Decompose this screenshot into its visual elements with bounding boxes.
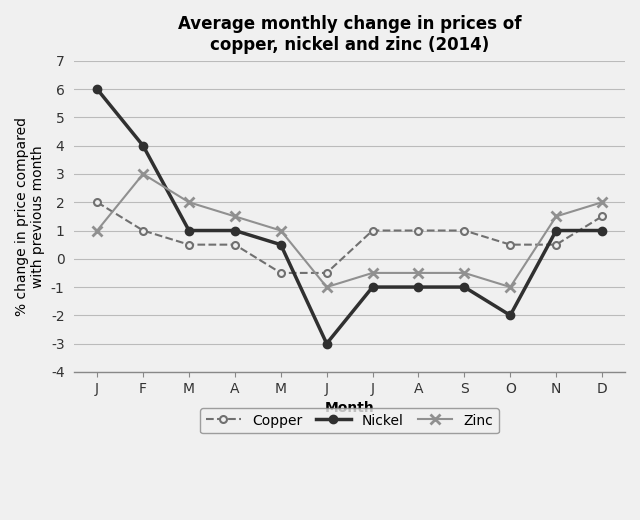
X-axis label: Month: Month <box>324 401 374 415</box>
Legend: Copper, Nickel, Zinc: Copper, Nickel, Zinc <box>200 408 499 433</box>
Title: Average monthly change in prices of
copper, nickel and zinc (2014): Average monthly change in prices of copp… <box>178 15 522 54</box>
Y-axis label: % change in price compared
with previous month: % change in price compared with previous… <box>15 117 45 316</box>
